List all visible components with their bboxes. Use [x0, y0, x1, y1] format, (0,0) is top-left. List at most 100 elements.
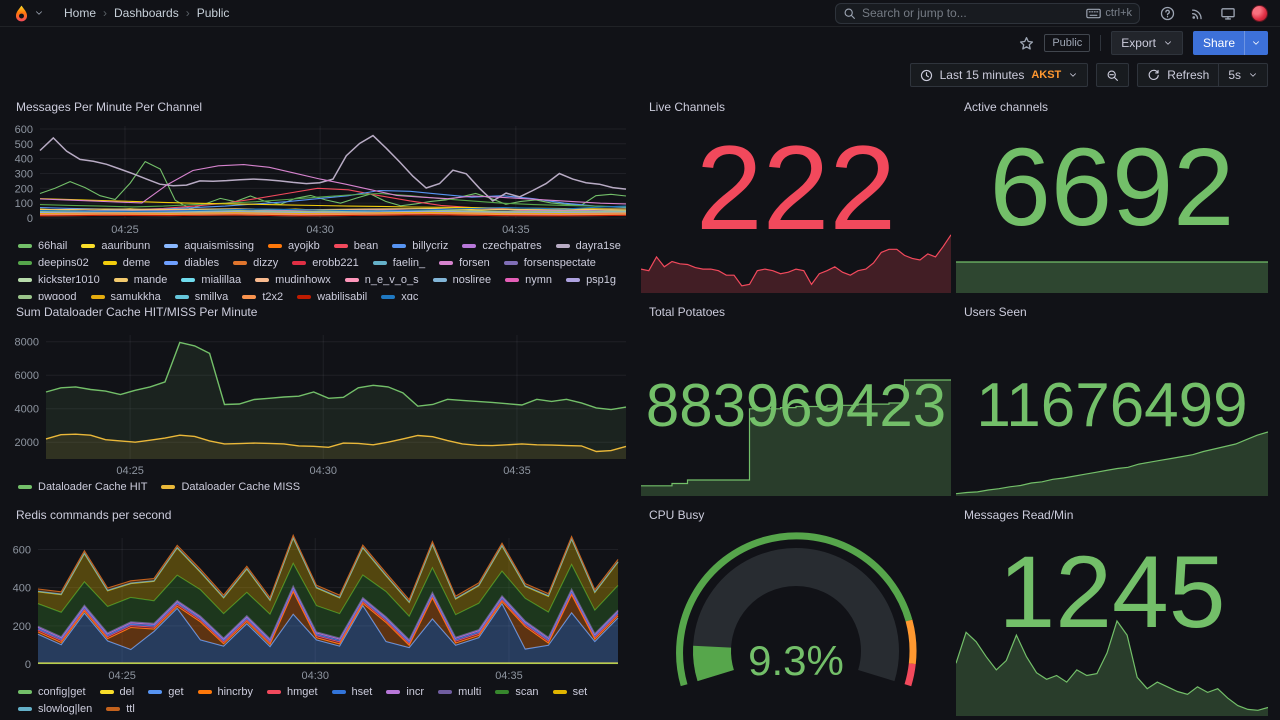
panel-title[interactable]: Live Channels — [649, 100, 726, 114]
legend-item[interactable]: dayra1se — [555, 240, 621, 252]
breadcrumb-public[interactable]: Public — [196, 6, 230, 20]
star-button[interactable] — [1019, 36, 1034, 51]
rss-icon — [1191, 8, 1202, 19]
legend-item[interactable]: deepins02 — [18, 257, 89, 269]
legend-item[interactable]: billycriz — [392, 240, 448, 252]
live-channels-value: 222 — [695, 121, 897, 255]
legend-swatch — [18, 295, 32, 299]
legend-item[interactable]: nosliree — [432, 274, 491, 286]
svg-text:04:25: 04:25 — [116, 465, 144, 477]
legend-swatch — [102, 261, 117, 265]
legend-swatch — [18, 690, 32, 694]
legend-swatch — [432, 278, 447, 282]
chevron-down-icon — [1250, 73, 1256, 77]
share-button[interactable]: Share — [1192, 31, 1268, 55]
legend-item[interactable]: 66hail — [18, 240, 67, 252]
users-seen-value: 11676499 — [976, 371, 1248, 440]
legend-swatch — [164, 261, 179, 265]
search-box[interactable]: ctrl+k — [835, 2, 1140, 24]
legend-item[interactable]: dizzy — [233, 257, 278, 269]
refresh-icon — [1148, 69, 1160, 80]
avatar[interactable] — [1251, 4, 1268, 22]
refresh-interval[interactable]: 5s — [1228, 68, 1241, 82]
legend-item[interactable]: samukkha — [90, 291, 161, 300]
panel-title[interactable]: Active channels — [964, 100, 1049, 114]
legend-item[interactable]: mande — [113, 274, 167, 286]
total-potatoes-sparkline — [641, 379, 951, 496]
panel-title[interactable]: Sum Dataloader Cache HIT/MISS Per Minute — [16, 305, 258, 319]
legend-item[interactable]: xqc — [381, 291, 418, 300]
refresh-button[interactable]: Refresh 5s — [1137, 63, 1268, 87]
messages-chart-canvas[interactable]: 0 100 200 300 400 500 600 04:25 04:30 04:35 — [8, 118, 632, 236]
svg-text:600: 600 — [15, 124, 33, 136]
legend-item[interactable]: hmget — [266, 686, 318, 698]
legend-swatch — [106, 707, 121, 711]
chevron-down-icon — [1253, 41, 1259, 45]
legend-swatch — [161, 485, 176, 489]
legend-item[interactable]: czechpatres — [462, 240, 542, 252]
svg-text:100: 100 — [15, 198, 33, 210]
legend-item[interactable]: t2x2 — [242, 291, 283, 300]
time-range-picker[interactable]: Last 15 minutes AKST — [909, 63, 1089, 87]
search-input[interactable] — [862, 6, 1081, 20]
legend-item[interactable]: forsenspectate — [503, 257, 596, 269]
legend-item[interactable]: faelin_ — [372, 257, 425, 269]
legend-swatch — [99, 690, 114, 694]
redis-chart-canvas[interactable]: 0 200 400 600 04:25 04:30 04:35 — [8, 530, 624, 682]
legend-item[interactable]: bean — [333, 240, 378, 252]
legend-item[interactable]: diables — [164, 257, 219, 269]
legend-item[interactable]: nymn — [505, 274, 552, 286]
svg-text:500: 500 — [15, 139, 33, 151]
legend-item[interactable]: aquaismissing — [164, 240, 254, 252]
share-menu-button[interactable] — [1244, 31, 1267, 55]
legend-item[interactable]: slowlog|len — [18, 703, 92, 715]
legend-item[interactable]: set — [552, 686, 587, 698]
legend-item[interactable]: deme — [102, 257, 150, 269]
svg-text:300: 300 — [15, 168, 33, 180]
panel-title[interactable]: Users Seen — [964, 305, 1027, 319]
legend-item[interactable]: mudinhowx — [255, 274, 331, 286]
legend-item[interactable]: get — [148, 686, 184, 698]
panel-title[interactable]: Messages Read/Min — [964, 508, 1074, 522]
legend-item[interactable]: incr — [386, 686, 424, 698]
legend-item[interactable]: hset — [331, 686, 372, 698]
zoom-out-button[interactable] — [1096, 63, 1130, 87]
export-button[interactable]: Export — [1111, 31, 1183, 55]
panel-title[interactable]: Total Potatoes — [649, 305, 726, 319]
legend-item[interactable]: ttl — [106, 703, 135, 715]
legend-item[interactable]: kickster1010 — [18, 274, 100, 286]
legend-item[interactable]: pwgood — [18, 291, 77, 300]
legend-item[interactable]: Dataloader Cache HIT — [18, 481, 147, 493]
legend-item[interactable]: config|get — [18, 686, 86, 698]
legend-item[interactable]: multi — [438, 686, 481, 698]
legend-item[interactable]: smillya — [174, 291, 228, 300]
news-button[interactable] — [1190, 6, 1205, 21]
display-button[interactable] — [1220, 6, 1236, 21]
breadcrumb-home[interactable]: Home — [64, 6, 97, 20]
dataloader-chart-canvas[interactable]: 2000 4000 6000 8000 04:25 04:30 04:35 — [8, 327, 632, 477]
panel-title[interactable]: Messages Per Minute Per Channel — [16, 100, 203, 114]
panel-messages-per-minute: Messages Per Minute Per Channel 0 100 200 3… — [8, 95, 632, 300]
keyboard-icon — [1086, 8, 1102, 18]
messages-read-value: 1245 — [998, 535, 1226, 649]
panel-title[interactable]: CPU Busy — [649, 508, 705, 522]
svg-text:9.3%: 9.3% — [748, 637, 844, 684]
legend-item[interactable]: mialillaa — [181, 274, 241, 286]
legend-item[interactable]: scan — [495, 686, 539, 698]
legend-item[interactable]: Dataloader Cache MISS — [161, 481, 300, 493]
legend-swatch — [242, 295, 257, 299]
breadcrumb-dashboards[interactable]: Dashboards — [114, 6, 179, 20]
legend-item[interactable]: psp1g — [566, 274, 616, 286]
panel-title[interactable]: Redis commands per second — [16, 508, 172, 522]
legend-item[interactable]: erobb221 — [292, 257, 359, 269]
help-button[interactable] — [1160, 6, 1175, 21]
legend-item[interactable]: wabilisabil — [297, 291, 367, 300]
legend-item[interactable]: hincrby — [197, 686, 253, 698]
legend-item[interactable]: ayojkb — [268, 240, 320, 252]
legend-item[interactable]: del — [99, 686, 134, 698]
legend-item[interactable]: forsen — [439, 257, 490, 269]
org-menu[interactable] — [12, 4, 44, 23]
legend-item[interactable]: aauribunn — [81, 240, 150, 252]
legend-item[interactable]: n_e_v_o_s — [344, 274, 419, 286]
